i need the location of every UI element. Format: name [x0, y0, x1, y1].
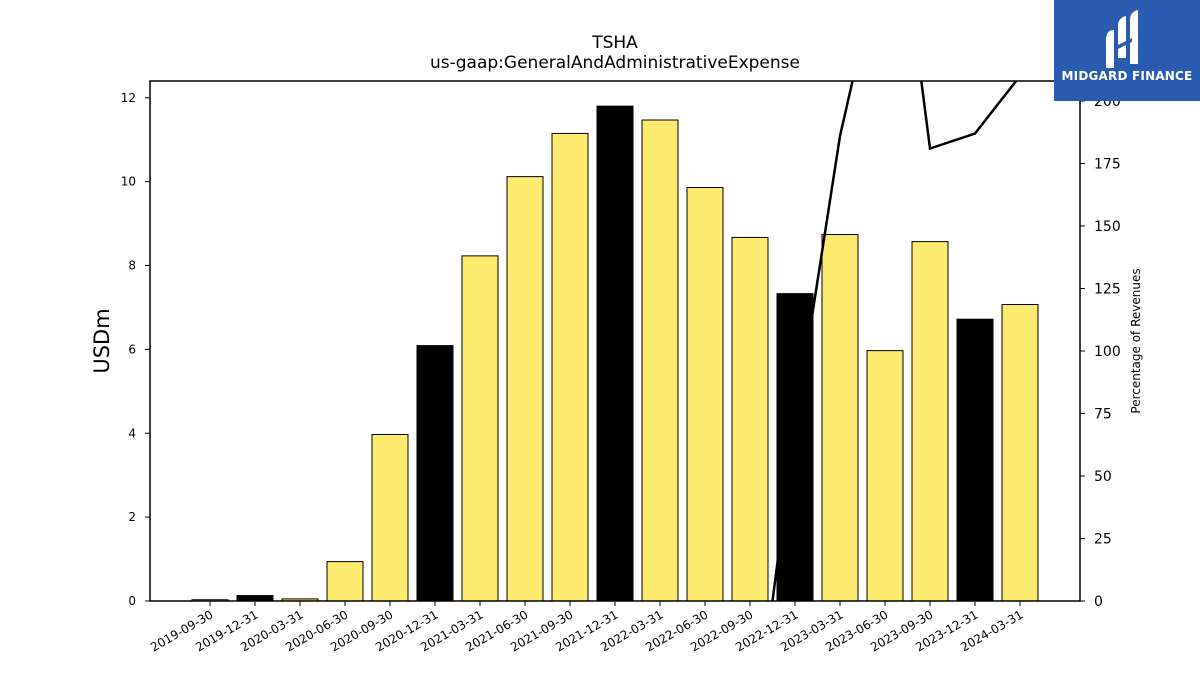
- bar-2020-06-30: [326, 561, 364, 602]
- bar-2023-06-30: [866, 350, 904, 602]
- bar-2022-06-30: [686, 187, 724, 602]
- y2-tick-label: 175: [1094, 157, 1121, 173]
- chart-subtitle: us-gaap:GeneralAndAdministrativeExpense: [430, 53, 800, 73]
- bar-2021-12-31: [596, 105, 634, 602]
- bar-2022-03-31: [641, 119, 679, 602]
- y-tick-label: 2: [128, 510, 136, 524]
- logo-text: MIDGARD FINANCE: [1061, 69, 1193, 83]
- y2-tick-label: 0: [1094, 594, 1103, 610]
- bar-2021-06-30: [506, 176, 544, 602]
- y-axis-label: USDm: [90, 308, 114, 373]
- y2-tick-label: 25: [1094, 532, 1112, 548]
- y2-tick-label: 100: [1094, 344, 1121, 360]
- bar-2021-03-31: [461, 255, 499, 602]
- y2-tick-label: 150: [1094, 219, 1121, 235]
- y2-axis-label: Percentage of Revenues: [1129, 268, 1143, 413]
- bar-2022-09-30: [731, 236, 769, 602]
- bar-2023-12-31: [956, 318, 994, 602]
- bar-2019-12-31: [236, 595, 274, 602]
- y-tick-label: 10: [121, 175, 136, 189]
- bar-2024-03-31: [1001, 304, 1039, 602]
- y-tick-label: 4: [128, 426, 136, 440]
- logo-mark-icon: [1106, 10, 1138, 68]
- bar-2020-12-31: [416, 345, 454, 602]
- chart-title: TSHA: [591, 33, 638, 53]
- y2-tick-label: 125: [1094, 282, 1121, 298]
- bar-2021-09-30: [551, 132, 589, 602]
- y-tick-label: 12: [121, 91, 136, 105]
- y-tick-label: 0: [128, 594, 136, 608]
- y-tick-label: 8: [128, 259, 136, 273]
- percentage-line: [771, 81, 1018, 601]
- brand-logo: MIDGARD FINANCE: [1054, 0, 1200, 101]
- bar-2023-09-30: [911, 241, 949, 602]
- bar-2023-03-31: [821, 233, 859, 602]
- y-tick-label: 6: [128, 342, 136, 356]
- y2-tick-label: 50: [1094, 469, 1112, 485]
- bar-2020-09-30: [371, 434, 409, 602]
- bars-group: [191, 105, 1039, 602]
- line-group: [771, 81, 1018, 601]
- y2-tick-label: 75: [1094, 407, 1112, 423]
